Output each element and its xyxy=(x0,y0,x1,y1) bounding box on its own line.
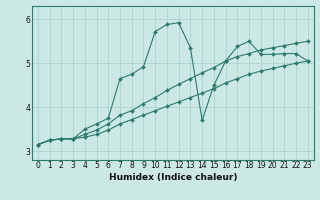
X-axis label: Humidex (Indice chaleur): Humidex (Indice chaleur) xyxy=(108,173,237,182)
